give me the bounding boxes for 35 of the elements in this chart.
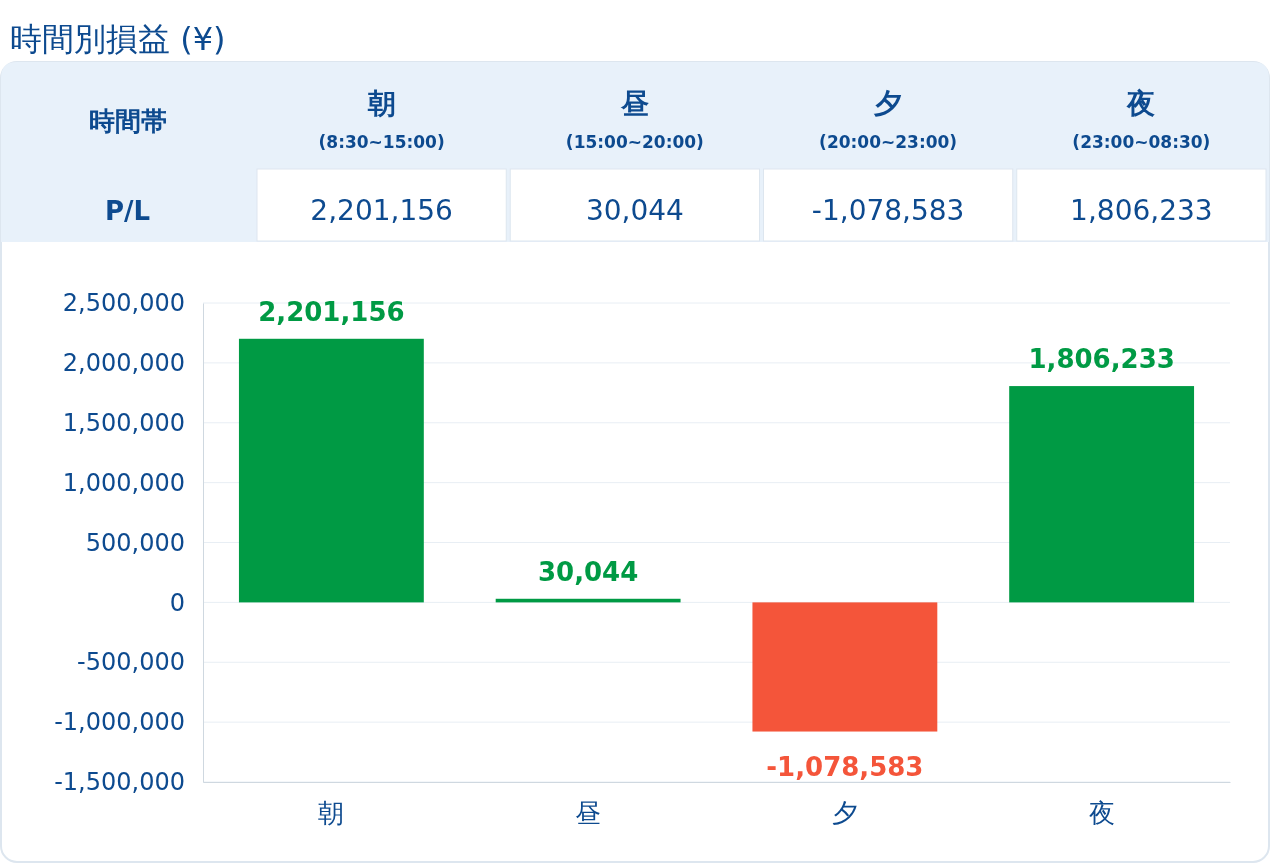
x-tick-label: 昼 xyxy=(575,798,602,829)
category-label: 夕 xyxy=(874,87,903,120)
y-tick-label: 500,000 xyxy=(85,528,185,557)
text: -1,078,583 xyxy=(766,751,924,782)
bar xyxy=(1009,386,1195,603)
text: 2,201,156 xyxy=(258,296,405,327)
text: (8:30~15:00) xyxy=(318,132,445,152)
data-label: 2,201,156 xyxy=(310,194,453,227)
data-label: 30,044 xyxy=(585,194,684,227)
y-tick-label: 2,000,000 xyxy=(62,349,185,378)
text: 時間帯 xyxy=(88,106,167,136)
text: (23:00~08:30) xyxy=(1072,132,1211,152)
text: 30,044 xyxy=(537,556,639,587)
text: P/L xyxy=(104,196,151,226)
bar xyxy=(752,602,938,732)
text: 1,806,233 xyxy=(1028,344,1175,375)
category-label: 昼 xyxy=(620,87,649,120)
y-tick-label: -1,000,000 xyxy=(54,708,185,737)
x-tick-label: 朝 xyxy=(318,798,345,829)
data-label: -1,078,583 xyxy=(811,194,965,227)
x-tick-label: 夜 xyxy=(1088,798,1115,829)
text: (15:00~20:00) xyxy=(565,132,704,152)
category-label: 夜 xyxy=(1127,87,1156,120)
text: (20:00~23:00) xyxy=(819,132,958,152)
y-tick-label: -1,500,000 xyxy=(54,768,185,797)
y-tick-label: 0 xyxy=(169,588,185,617)
bar xyxy=(238,338,424,603)
y-tick-label: 1,000,000 xyxy=(62,468,185,497)
y-tick-label: 1,500,000 xyxy=(62,408,185,437)
category-label: 朝 xyxy=(367,87,396,120)
y-tick-label: -500,000 xyxy=(77,648,185,677)
x-tick-label: 夕 xyxy=(831,798,858,829)
y-tick-label: 2,500,000 xyxy=(62,289,185,318)
data-label: 1,806,233 xyxy=(1070,194,1213,227)
chart-title: 時間別損益 (¥) xyxy=(10,20,226,58)
